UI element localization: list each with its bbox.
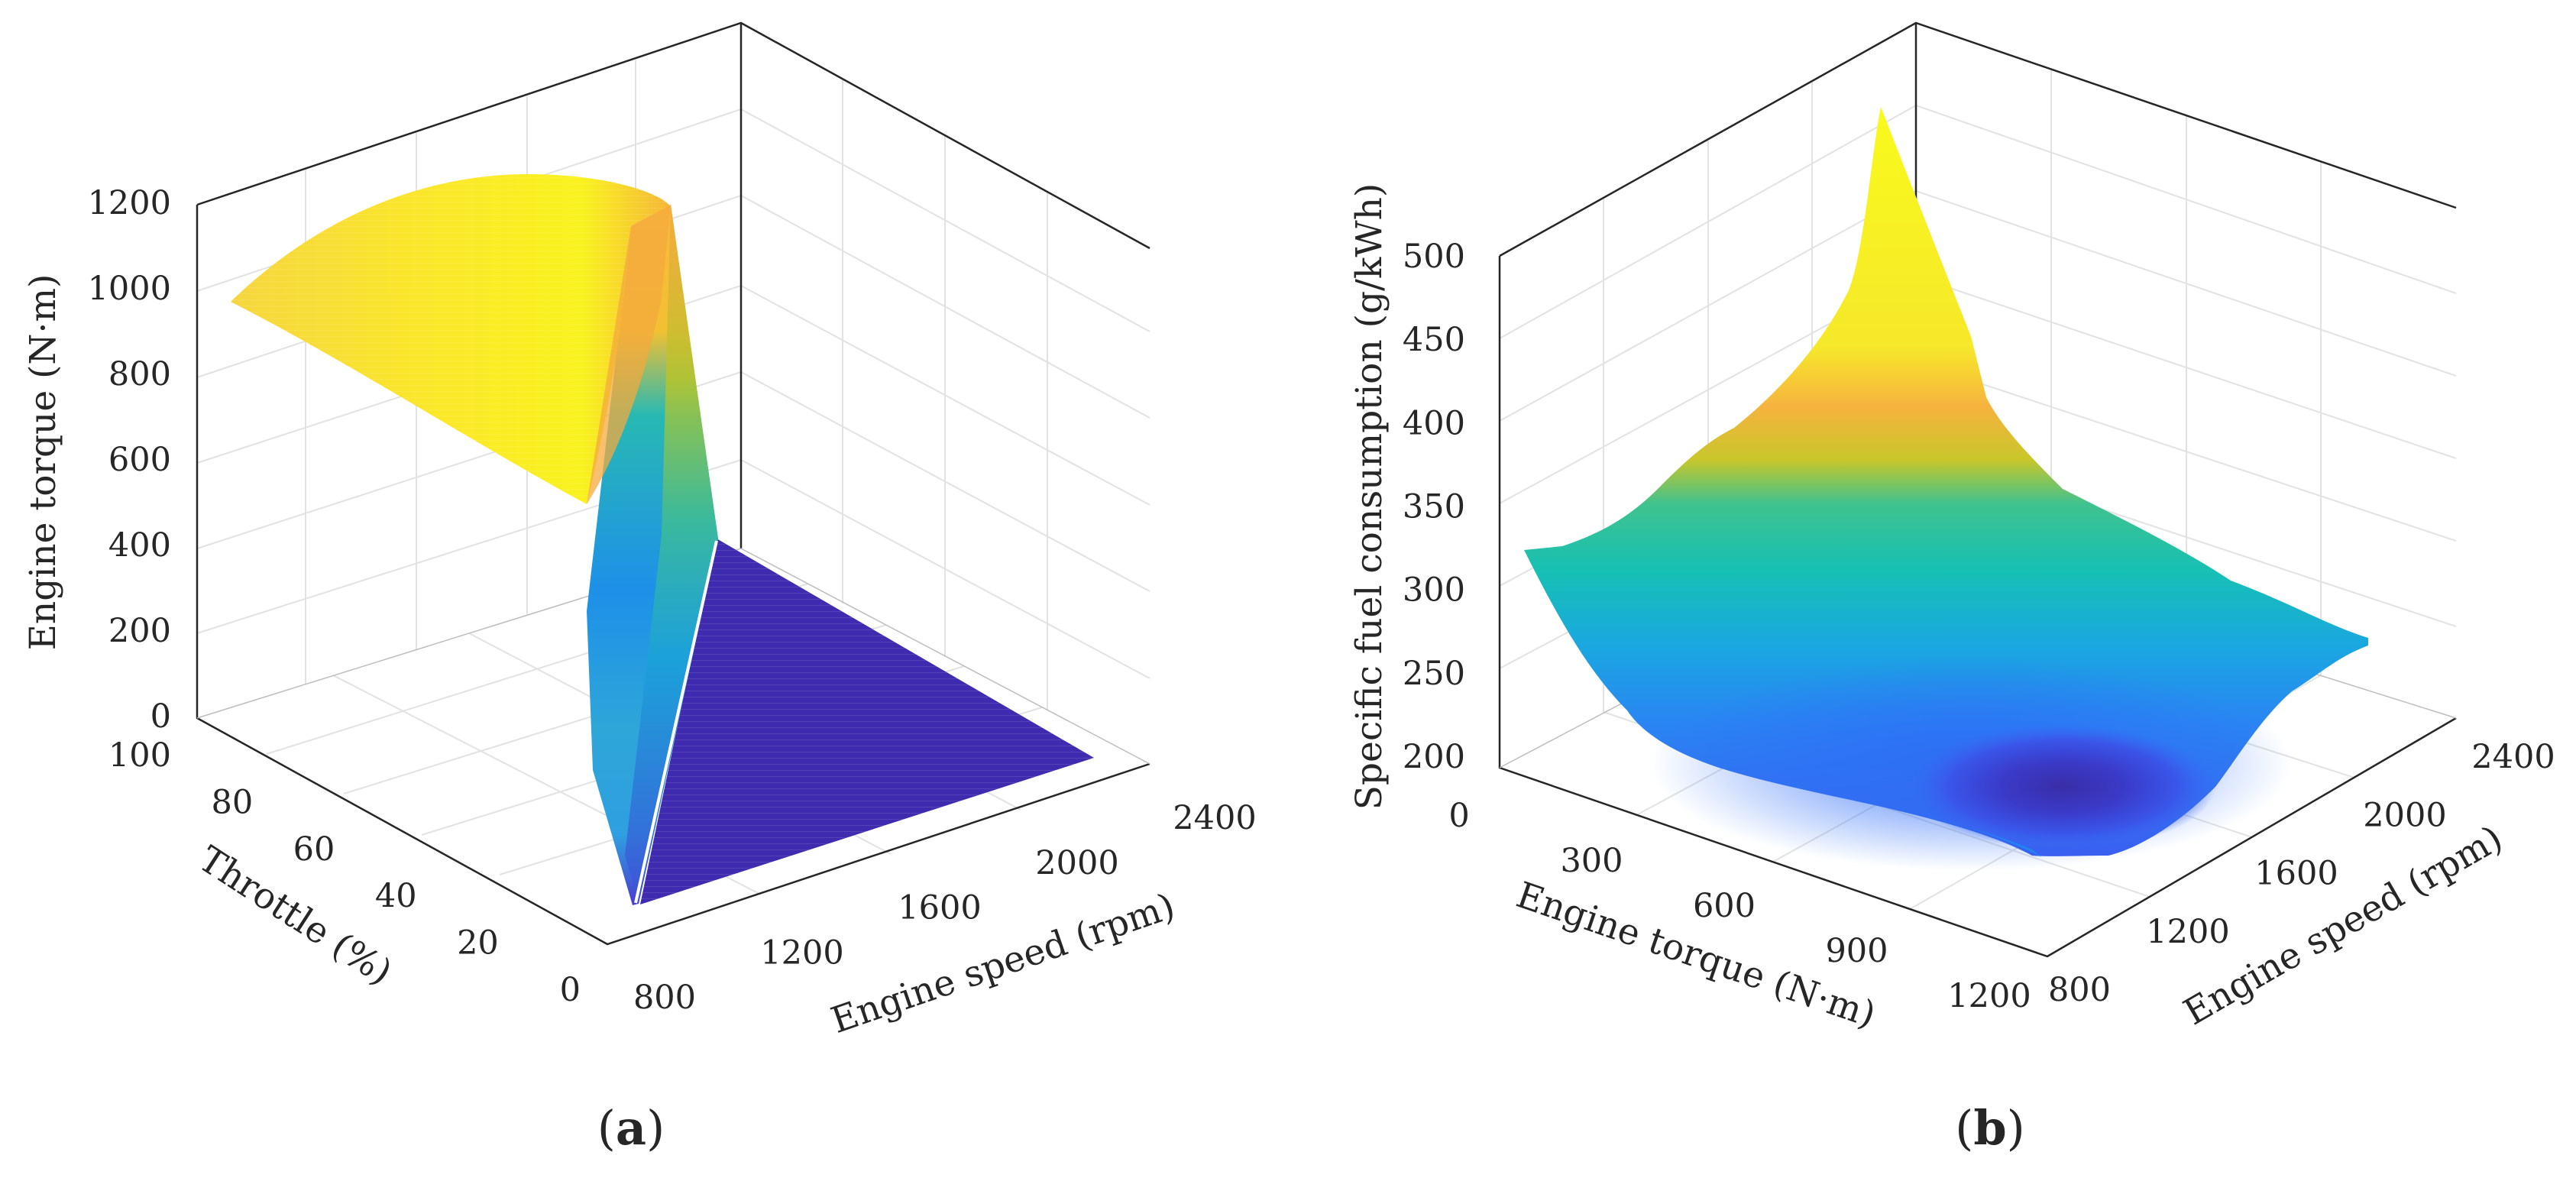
z-tick-a-800: 800 bbox=[108, 355, 171, 393]
z-ticks-a: 0 200 400 600 800 1000 1200 bbox=[88, 184, 171, 736]
x-axis-label-a: Engine speed (rpm) bbox=[826, 885, 1180, 1042]
surface-a-orange-edge bbox=[587, 205, 671, 504]
y-tick-a-100: 100 bbox=[108, 736, 171, 775]
z-tick-b-300: 300 bbox=[1403, 571, 1465, 610]
y-tick-b-800: 800 bbox=[2048, 971, 2111, 1009]
z-tick-b-450: 450 bbox=[1403, 321, 1465, 359]
x-tick-a-2000: 2000 bbox=[1035, 844, 1118, 882]
y-tick-a-20: 20 bbox=[457, 924, 499, 963]
chart-panel-b: 200 250 300 350 400 450 500 0 300 600 900 1200 800… bbox=[1348, 21, 2555, 1156]
z-axis-label-b: Specific fuel consumption (g/kWh) bbox=[1348, 183, 1390, 811]
ticks-a: 0 200 400 600 800 1000 1200 0 20 40 60 80 100 800 12… bbox=[88, 184, 1257, 1017]
x-tick-b-300: 300 bbox=[1560, 842, 1623, 880]
y-ticks-b: 800 1200 1600 2000 2400 bbox=[2048, 738, 2555, 1009]
z-tick-a-600: 600 bbox=[108, 441, 171, 479]
surface-b bbox=[1524, 107, 2368, 871]
z-tick-b-200: 200 bbox=[1403, 738, 1465, 776]
panel-label-b: (b) bbox=[1955, 1100, 2025, 1156]
z-axis-label-a: Engine torque (N·m) bbox=[22, 274, 64, 651]
ticks-b: 200 250 300 350 400 450 500 0 300 600 900 1200 800… bbox=[1403, 238, 2555, 1015]
x-tick-b-900: 900 bbox=[1825, 932, 1888, 970]
x-tick-b-600: 600 bbox=[1693, 887, 1756, 925]
chart-panel-a: 0 200 400 600 800 1000 1200 0 20 40 60 80 100 800 12… bbox=[22, 21, 1257, 1156]
z-tick-a-400: 400 bbox=[108, 526, 171, 565]
surface-a-drop-inner bbox=[625, 205, 718, 904]
y-tick-a-80: 80 bbox=[211, 783, 253, 821]
y-tick-b-1600: 1600 bbox=[2254, 855, 2338, 893]
y-tick-b-1200: 1200 bbox=[2146, 913, 2229, 951]
z-tick-b-250: 250 bbox=[1403, 655, 1465, 693]
y-tick-a-0: 0 bbox=[560, 971, 581, 1009]
x-tick-b-0: 0 bbox=[1448, 797, 1469, 835]
panel-label-a: (a) bbox=[597, 1100, 665, 1156]
x-tick-a-1200: 1200 bbox=[760, 933, 843, 972]
x-tick-a-800: 800 bbox=[633, 979, 696, 1017]
z-ticks-b: 200 250 300 350 400 450 500 bbox=[1403, 238, 1465, 776]
y-tick-a-60: 60 bbox=[293, 830, 335, 869]
surface-a-white-seam bbox=[634, 540, 718, 904]
x-tick-a-1600: 1600 bbox=[898, 889, 981, 927]
z-tick-a-1200: 1200 bbox=[88, 184, 171, 222]
surface-a-top-hatch bbox=[231, 174, 671, 504]
surface-b-min-region bbox=[1910, 724, 2215, 849]
z-tick-b-500: 500 bbox=[1403, 238, 1465, 276]
x-tick-a-2400: 2400 bbox=[1173, 799, 1256, 837]
x-tick-b-1200: 1200 bbox=[1947, 977, 2031, 1015]
surface-b-main bbox=[1524, 107, 2368, 856]
surface-a bbox=[231, 174, 1094, 905]
y-tick-a-40: 40 bbox=[375, 877, 417, 915]
z-tick-a-200: 200 bbox=[108, 612, 171, 650]
z-tick-b-400: 400 bbox=[1403, 404, 1465, 442]
x-ticks-b: 0 300 600 900 1200 bbox=[1448, 797, 2031, 1015]
x-ticks-a: 800 1200 1600 2000 2400 bbox=[633, 799, 1257, 1017]
surface-a-purple-floor-hatch bbox=[640, 539, 1094, 904]
y-tick-b-2000: 2000 bbox=[2363, 796, 2446, 834]
z-tick-a-1000: 1000 bbox=[88, 270, 171, 308]
z-tick-a-0: 0 bbox=[150, 697, 171, 736]
axes-box-a bbox=[196, 21, 1150, 946]
z-tick-b-350: 350 bbox=[1403, 488, 1465, 526]
y-ticks-a: 0 20 40 60 80 100 bbox=[108, 736, 581, 1009]
y-tick-b-2400: 2400 bbox=[2471, 738, 2555, 776]
